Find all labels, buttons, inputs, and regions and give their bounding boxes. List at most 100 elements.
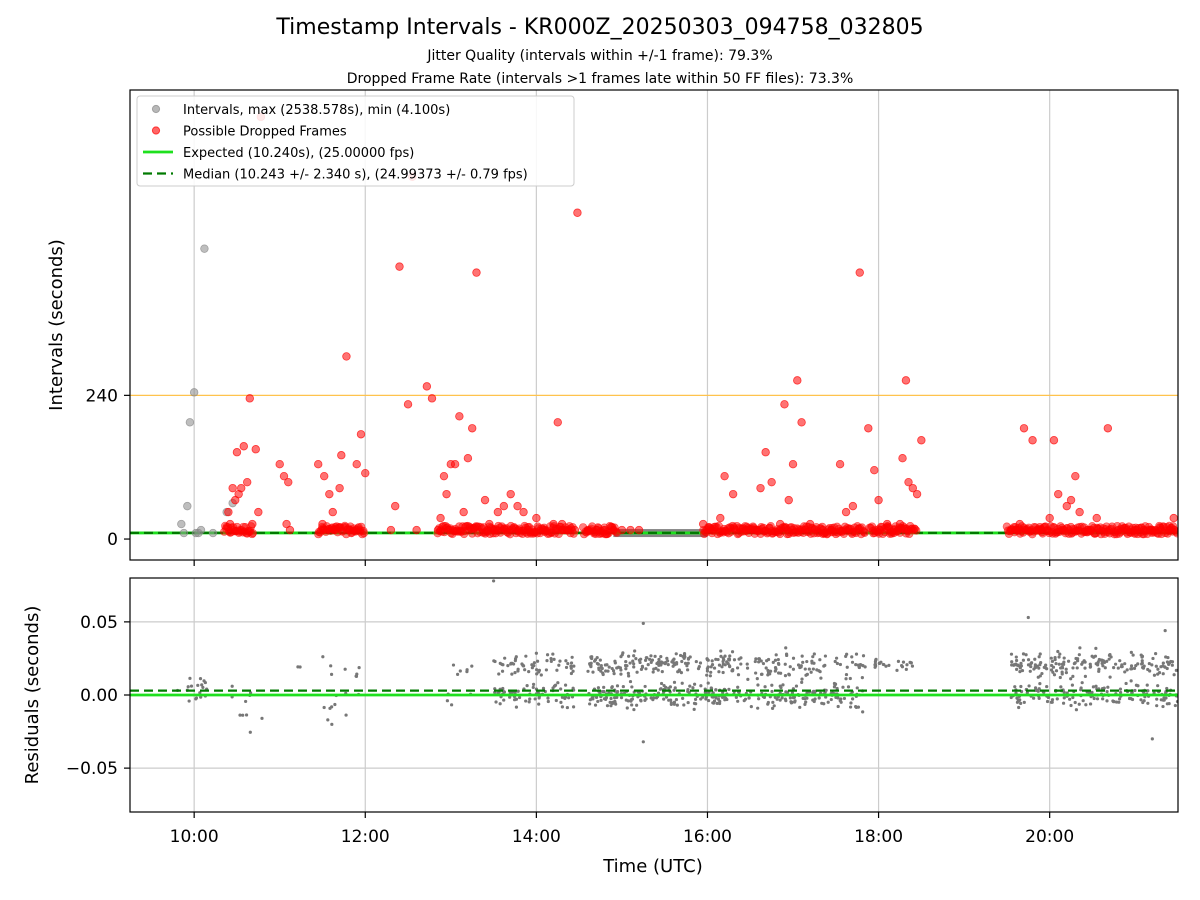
residual-point — [296, 665, 300, 669]
residual-point — [705, 673, 709, 677]
residual-point — [649, 654, 653, 658]
residual-point — [1083, 666, 1087, 670]
residual-point — [874, 657, 878, 661]
residual-point — [1156, 684, 1160, 688]
residual-point — [669, 698, 673, 702]
residual-point — [819, 676, 823, 680]
dropped-frame-point — [506, 489, 515, 499]
residual-point — [1154, 651, 1158, 656]
residual-point — [719, 654, 723, 658]
residual-point — [621, 651, 625, 655]
dropped-frame-point — [459, 507, 468, 517]
residual-point — [593, 703, 598, 707]
residual-point — [677, 668, 681, 672]
residual-point — [545, 653, 550, 657]
residual-point — [800, 677, 804, 681]
residual-point — [905, 663, 909, 667]
residual-point — [849, 701, 853, 705]
residual-point — [1021, 652, 1026, 656]
interval-point — [208, 528, 218, 538]
residual-point — [1155, 697, 1159, 701]
residual-point — [1165, 666, 1169, 671]
residual-point — [1038, 674, 1042, 678]
residual-point — [716, 657, 720, 662]
residuals-panel: −0.05 0.00 0.05 10:00 12:00 14:00 16:00 18:00 20… — [66, 577, 1179, 847]
residual-point — [1078, 646, 1082, 650]
y-tick-label: 0.00 — [80, 686, 118, 706]
dropped-frame-point — [224, 507, 233, 517]
dropped-frame-point — [870, 465, 879, 475]
residual-point — [1147, 661, 1151, 666]
residual-point — [1125, 668, 1129, 672]
residual-point — [756, 683, 760, 687]
residual-point — [721, 659, 725, 664]
residual-point — [779, 671, 783, 675]
residual-point — [534, 651, 538, 655]
residual-point — [791, 667, 796, 671]
dropped-frame-point — [455, 412, 464, 421]
residual-point — [775, 697, 779, 701]
residual-point — [784, 646, 788, 650]
residual-point — [513, 670, 517, 675]
residual-point — [188, 676, 192, 680]
residual-point — [856, 705, 861, 709]
dropped-frame-point — [573, 208, 582, 217]
residual-point — [1062, 696, 1066, 700]
residual-point — [537, 670, 541, 674]
residual-point — [503, 656, 507, 660]
legend-marker — [151, 104, 161, 114]
residual-point — [881, 662, 885, 667]
residual-point — [658, 687, 662, 691]
residual-point — [860, 676, 864, 680]
dropped-frame-point — [245, 394, 254, 403]
residual-point — [783, 662, 787, 666]
residual-point — [727, 687, 731, 691]
residual-point — [329, 672, 334, 676]
residual-point — [1062, 660, 1066, 664]
residual-point — [1167, 662, 1171, 666]
residual-point — [186, 685, 190, 689]
residual-point — [599, 698, 603, 702]
dropped-frame-point — [325, 489, 334, 499]
residual-point — [1161, 661, 1165, 665]
residual-point — [1033, 657, 1037, 661]
residual-point — [1054, 661, 1058, 666]
dropped-frame-point — [626, 525, 635, 535]
dropped-frame-point — [912, 489, 922, 499]
dropped-frame-point — [716, 513, 725, 523]
residual-point — [531, 682, 536, 686]
residual-point — [632, 665, 636, 669]
residual-point — [686, 700, 690, 705]
dropped-frame-point — [841, 507, 851, 517]
dropped-frame-point — [634, 525, 644, 535]
dropped-frame-point — [761, 448, 770, 457]
dropped-frame-point — [463, 454, 473, 463]
residual-point — [491, 579, 496, 583]
residual-point — [527, 700, 531, 704]
residual-point — [681, 696, 685, 700]
residual-point — [810, 661, 814, 665]
residual-point — [818, 670, 822, 674]
residual-point — [723, 654, 727, 658]
residual-point — [1172, 673, 1176, 677]
residual-point — [198, 691, 202, 695]
residual-point — [1114, 700, 1119, 704]
y-tick-label: 0 — [107, 530, 118, 550]
dropped-frame-point — [335, 483, 344, 493]
residual-point — [844, 677, 848, 681]
residual-point — [1097, 669, 1101, 673]
residual-point — [1058, 675, 1062, 680]
residual-point — [823, 663, 827, 668]
residual-point — [644, 667, 648, 671]
residual-point — [244, 713, 249, 717]
dropped-frame-point — [532, 513, 541, 523]
residual-point — [761, 661, 766, 666]
residual-point — [552, 657, 556, 662]
residual-point — [602, 685, 606, 689]
residual-point — [1057, 662, 1061, 666]
residual-point — [635, 703, 639, 707]
residual-point — [771, 700, 775, 704]
dropped-frame-point — [1103, 424, 1113, 433]
residual-point — [525, 684, 529, 688]
residual-point — [686, 661, 690, 665]
